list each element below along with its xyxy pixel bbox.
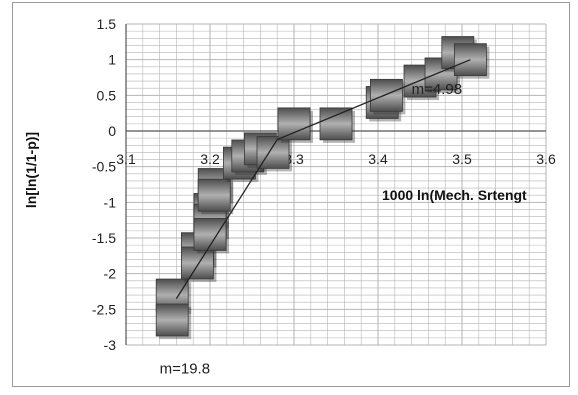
trendline: [276, 59, 471, 141]
data-point-marker: [319, 107, 353, 141]
y-tick-label: -1.5: [92, 230, 116, 246]
y-tick-label: 0.5: [97, 87, 117, 103]
data-point-marker: [256, 135, 290, 169]
data-point: [256, 135, 292, 172]
x-tick-label: 3.6: [536, 151, 556, 167]
data-point-marker: [277, 107, 311, 141]
trendlines: [175, 59, 471, 299]
trendline: [175, 139, 278, 299]
y-axis-title: ln[ln(1/1-p)]: [23, 132, 39, 208]
data-point: [369, 78, 406, 115]
y-tick-label: -1: [104, 194, 117, 210]
x-tick-label: 3.2: [200, 151, 220, 167]
x-tick-label: 3.4: [368, 151, 388, 167]
y-tick-label: -0.5: [92, 159, 116, 175]
y-tick-label: -3: [104, 337, 117, 353]
data-point: [453, 43, 490, 79]
data-point-marker: [369, 78, 403, 112]
data-point: [319, 107, 355, 143]
x-tick-label: 3.5: [452, 151, 472, 167]
y-tick-label: 1.5: [97, 16, 117, 32]
data-point-marker: [197, 178, 231, 212]
data-point: [155, 303, 192, 340]
data-point: [193, 218, 229, 254]
data-point-marker: [155, 303, 189, 337]
data-point: [197, 178, 234, 215]
x-tick-label: 3.1: [116, 151, 136, 167]
y-tick-label: 1: [108, 52, 116, 68]
y-tick-label: -2: [104, 266, 117, 282]
y-tick-label: 0: [108, 123, 116, 139]
x-tick-labels: 3.1 3.2 3.3 3.4 3.5 3.6: [116, 151, 556, 167]
y-tick-labels: 1.5 1 0.5 0 -0.5 -1 -1.5 -2 -2.5 -3: [92, 16, 116, 353]
slope-annotation: m=19.8: [160, 361, 210, 378]
x-axis-title: 1000 ln(Mech. Srtengt: [382, 187, 527, 203]
y-tick-label: -2.5: [92, 301, 116, 317]
slope-annotation: m=4.98: [412, 81, 462, 98]
annotations: m=4.98 m=19.8: [160, 81, 462, 378]
